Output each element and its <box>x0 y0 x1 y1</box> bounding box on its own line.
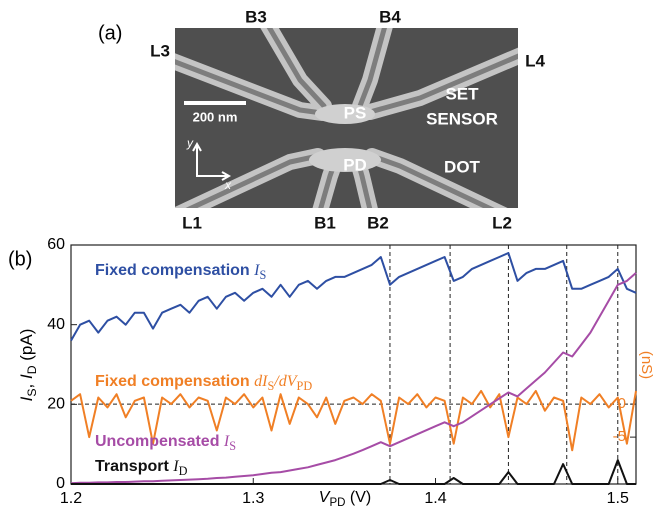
x-axis-label: VPD (V) <box>319 489 371 509</box>
series-name: Uncompensated <box>95 433 219 450</box>
series-label: Fixed compensation IS <box>95 262 266 282</box>
gate-label: L4 <box>525 51 545 70</box>
label-part: I <box>223 433 230 450</box>
series-line <box>70 252 637 342</box>
gate-label: L1 <box>182 213 202 232</box>
series-label: Transport ID <box>95 458 188 478</box>
label-part: PD <box>297 379 313 393</box>
series-line <box>71 459 636 485</box>
series-line <box>70 272 637 485</box>
label-part: D <box>179 464 188 478</box>
label-part: , <box>17 379 36 388</box>
panel-label: (b) <box>8 248 32 270</box>
panel-label: (a) <box>98 22 122 44</box>
x-tick-label: 1.5 <box>607 490 629 507</box>
series-line <box>70 389 637 452</box>
series-name: Transport <box>95 458 169 475</box>
label-part: I <box>253 262 260 279</box>
y-tick-label: 0 <box>56 475 65 492</box>
label-part: dI <box>254 373 268 390</box>
series-label: Fixed compensation dIS/dVPD <box>95 373 312 393</box>
series-name: Fixed compensation <box>95 373 250 390</box>
sensor-label: SENSOR <box>426 109 498 128</box>
label-part: (pA) <box>17 329 36 366</box>
gate-label: B1 <box>314 213 336 232</box>
gate-label: B4 <box>379 7 401 26</box>
y2-axis-label: (nS) <box>638 351 655 379</box>
label-part: /dV <box>273 373 298 390</box>
x-tick-label: 1.2 <box>60 490 82 507</box>
gate-label: L3 <box>150 41 170 60</box>
series-name: Fixed compensation <box>95 262 250 279</box>
label-part: (V) <box>345 489 371 506</box>
y2-tick-label: 0 <box>618 395 626 412</box>
label-part: S <box>259 268 266 282</box>
label-part: I <box>17 396 36 401</box>
sem-image <box>175 28 518 208</box>
y-axis-label: IS, ID (pA) <box>17 329 39 402</box>
label-part: S <box>267 379 274 393</box>
series-symbol: IS <box>253 262 266 282</box>
gate-label: B2 <box>367 213 389 232</box>
label-part: I <box>172 458 179 475</box>
sensor-label: SET <box>445 84 479 103</box>
axis-label: y <box>186 136 194 150</box>
gate-label: B3 <box>245 7 267 26</box>
label-part: I <box>17 374 36 379</box>
label-part: V <box>319 489 331 506</box>
y-tick-label: 20 <box>47 396 65 413</box>
series-label: Uncompensated IS <box>95 433 236 453</box>
y-tick-label: 60 <box>47 236 65 253</box>
x-tick-label: 1.4 <box>424 490 446 507</box>
series-symbol: ID <box>172 458 187 478</box>
label-part: D <box>25 365 39 374</box>
x-tick-label: 1.3 <box>242 490 264 507</box>
label-part: PD <box>329 497 345 509</box>
dot-label: DOT <box>444 157 481 176</box>
series-symbol: IS <box>223 433 236 453</box>
island-label: PS <box>344 103 367 122</box>
y2-tick-label: -5 <box>613 428 626 445</box>
gate-label: L2 <box>492 213 512 232</box>
y-tick-label: 40 <box>47 316 65 333</box>
scale-bar-label: 200 nm <box>193 109 238 124</box>
axis-label: x <box>224 178 232 192</box>
series-symbol: dIS/dVPD <box>254 373 312 393</box>
island-label: PD <box>343 155 367 174</box>
label-part: S <box>25 388 39 396</box>
label-part: S <box>229 439 236 453</box>
